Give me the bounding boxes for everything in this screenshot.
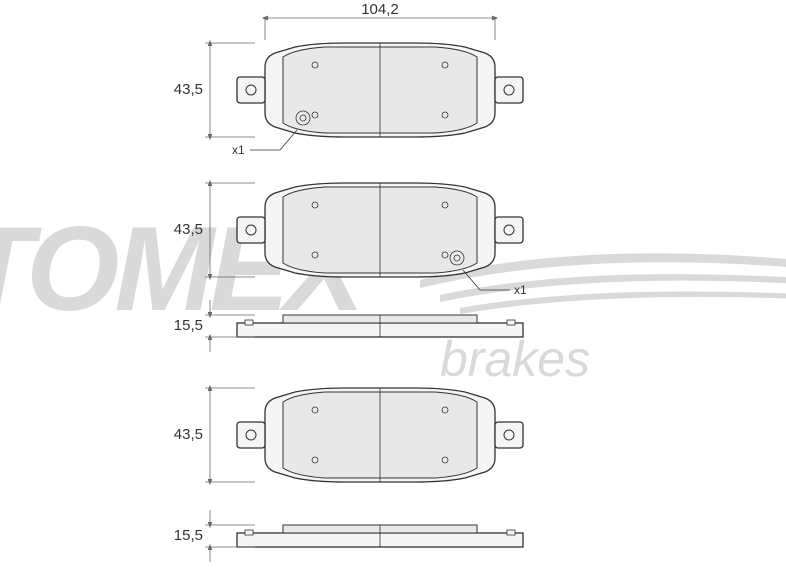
dim-thickness: 15,5: [174, 317, 203, 334]
dim-height1: 43,5: [174, 81, 203, 98]
technical-drawing: 104,2 x1 43,5 x1 43,5 15,5 43,5 15,5: [0, 0, 786, 581]
dim-thickness2: 15,5: [174, 527, 203, 544]
dim-width: 104,2: [361, 1, 399, 18]
anno-sensor2: x1: [514, 283, 527, 297]
anno-sensor1: x1: [232, 143, 245, 157]
dim-height2: 43,5: [174, 221, 203, 238]
dim-height3: 43,5: [174, 426, 203, 443]
